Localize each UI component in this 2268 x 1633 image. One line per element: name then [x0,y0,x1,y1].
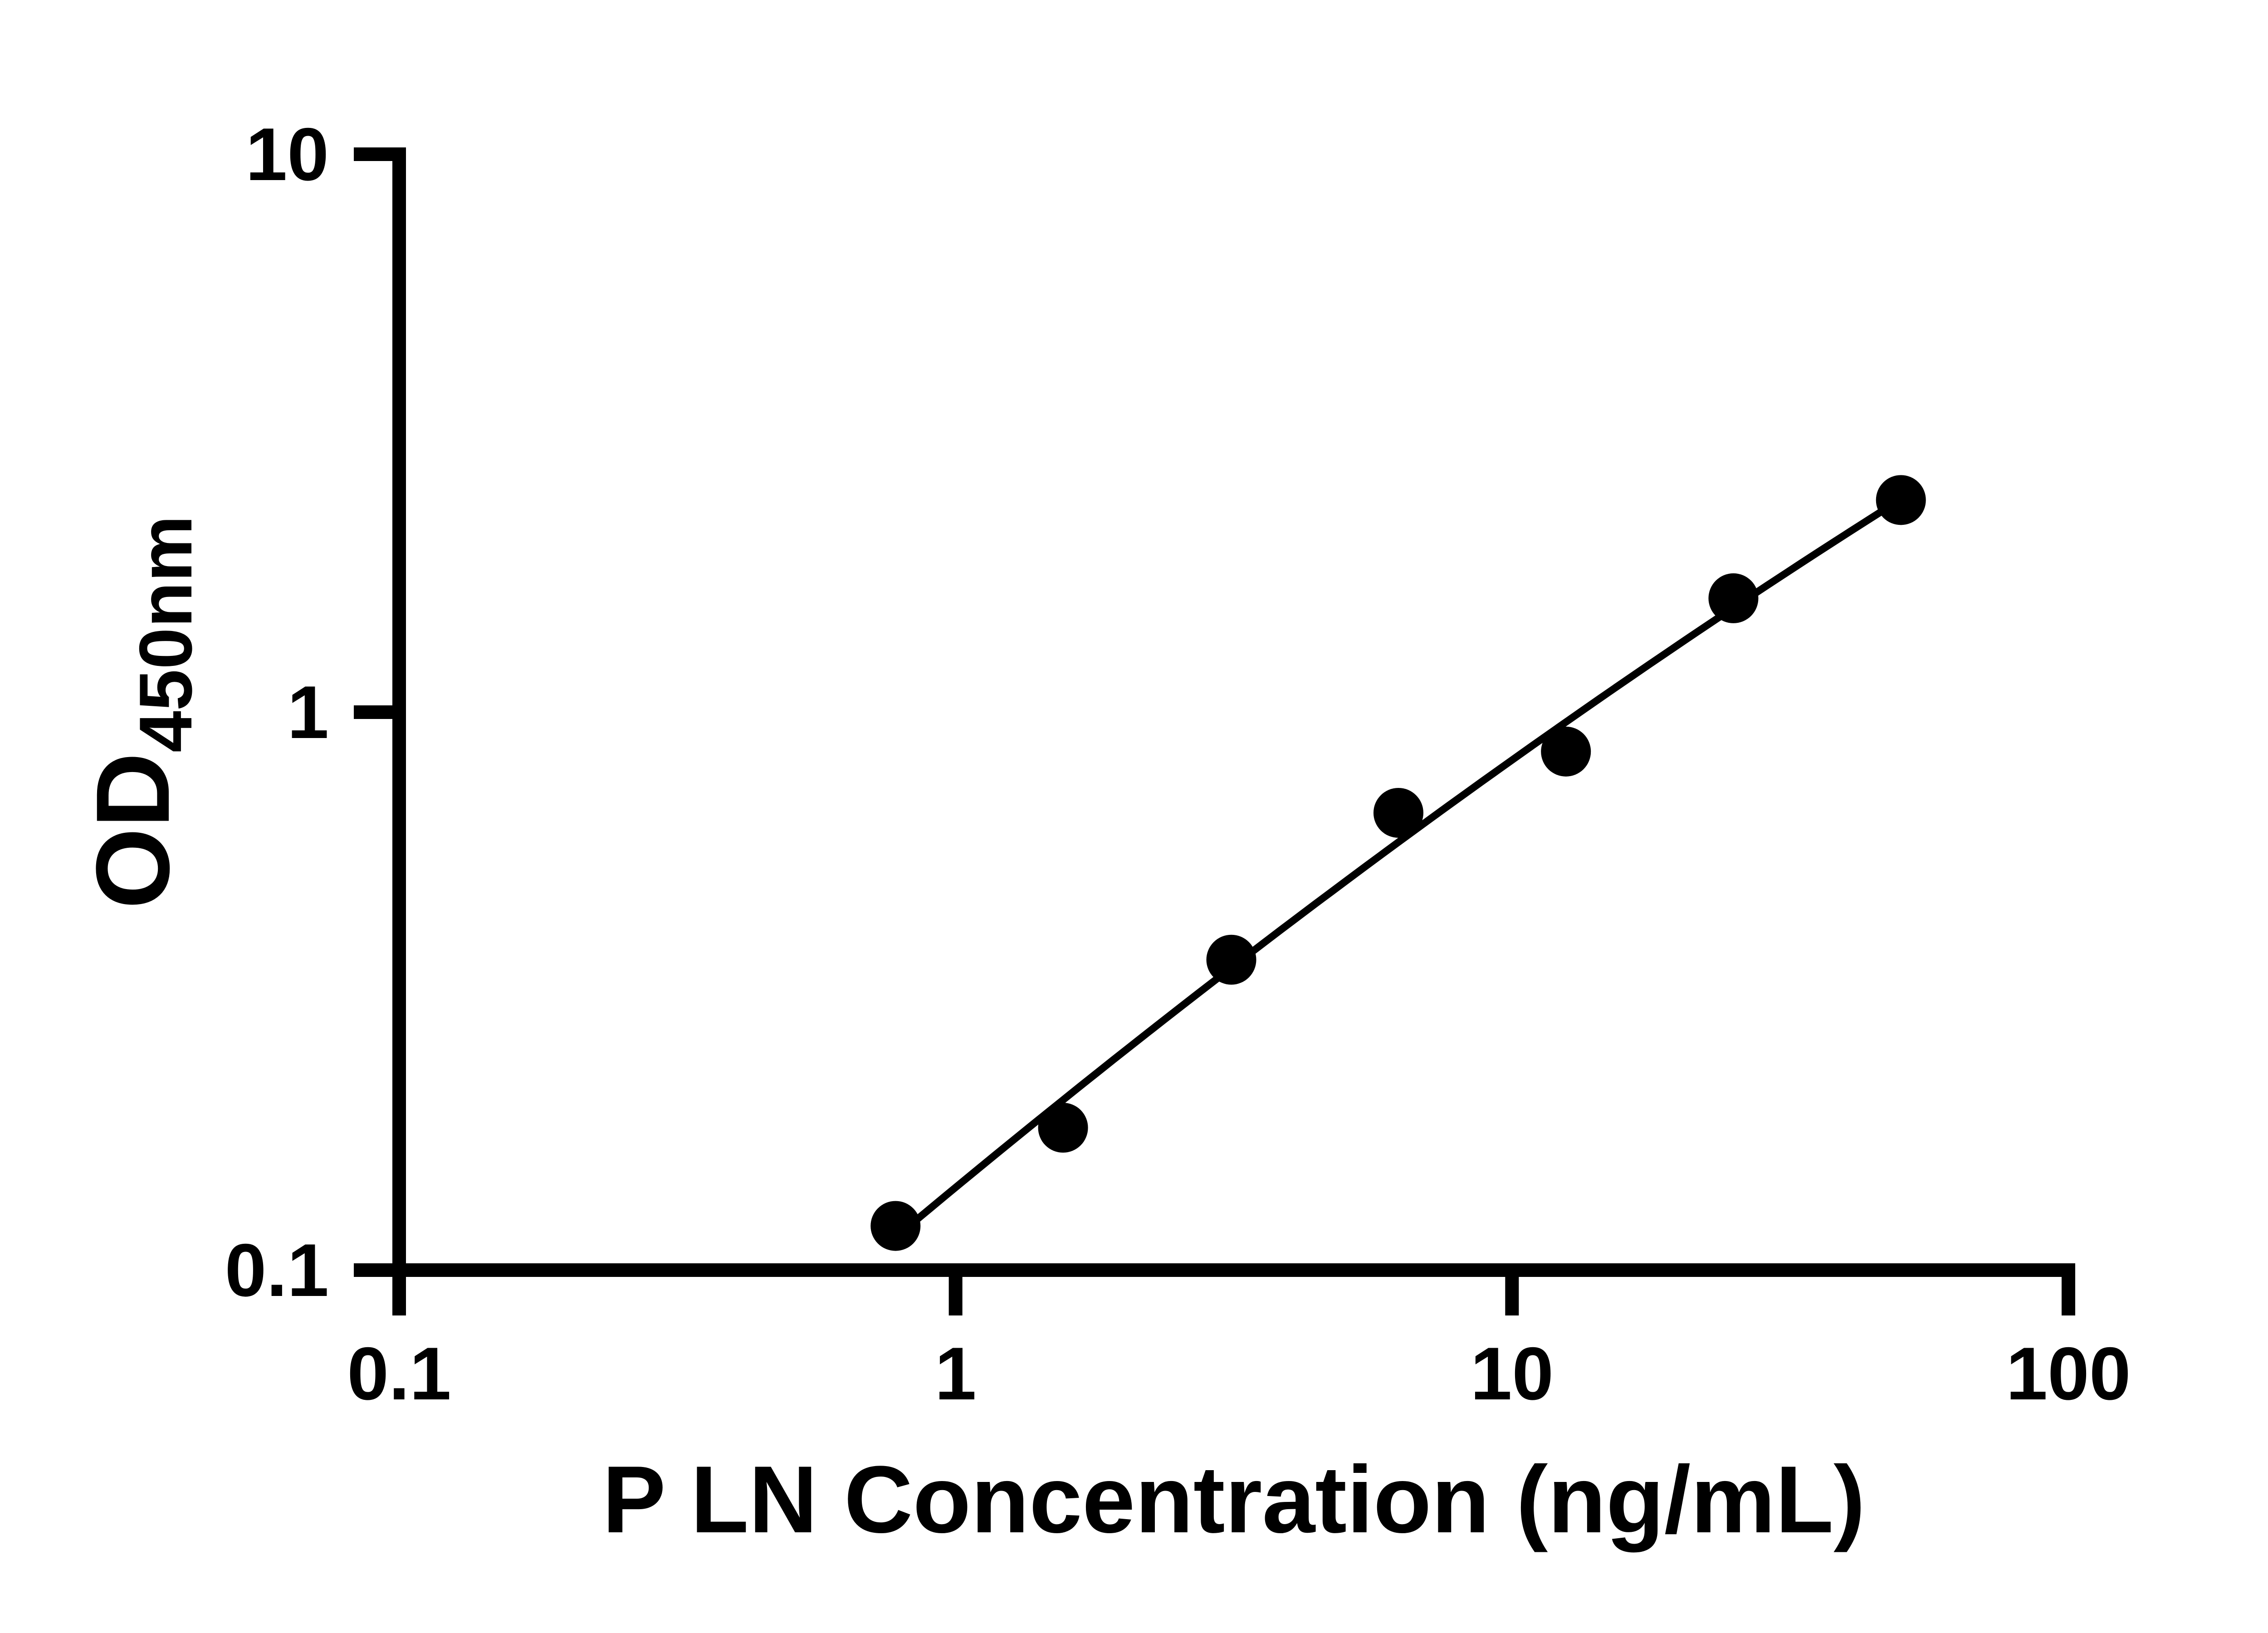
x-axis-title: P LN Concentration (ng/mL) [602,1446,1866,1553]
y-tick-label: 1 [287,670,329,754]
data-point [1876,475,1926,525]
y-axis-title-main: OD [74,752,191,909]
y-axis-title-sub: 450nm [124,515,207,753]
y-tick-label: 0.1 [225,1228,329,1312]
y-tick-label: 10 [245,112,329,196]
x-tick-label: 1 [935,1332,977,1415]
data-point [1038,1103,1088,1153]
data-point [870,1201,921,1251]
x-tick-label: 10 [1471,1332,1554,1415]
axes-lines [392,147,2075,1277]
data-point [1708,573,1759,623]
y-axis-title: OD450nm [73,515,209,909]
x-tick-label: 0.1 [347,1332,451,1415]
data-point [1373,787,1423,838]
data-point [1206,934,1256,985]
data-point [1541,726,1591,777]
x-tick-label: 100 [2006,1332,2131,1415]
